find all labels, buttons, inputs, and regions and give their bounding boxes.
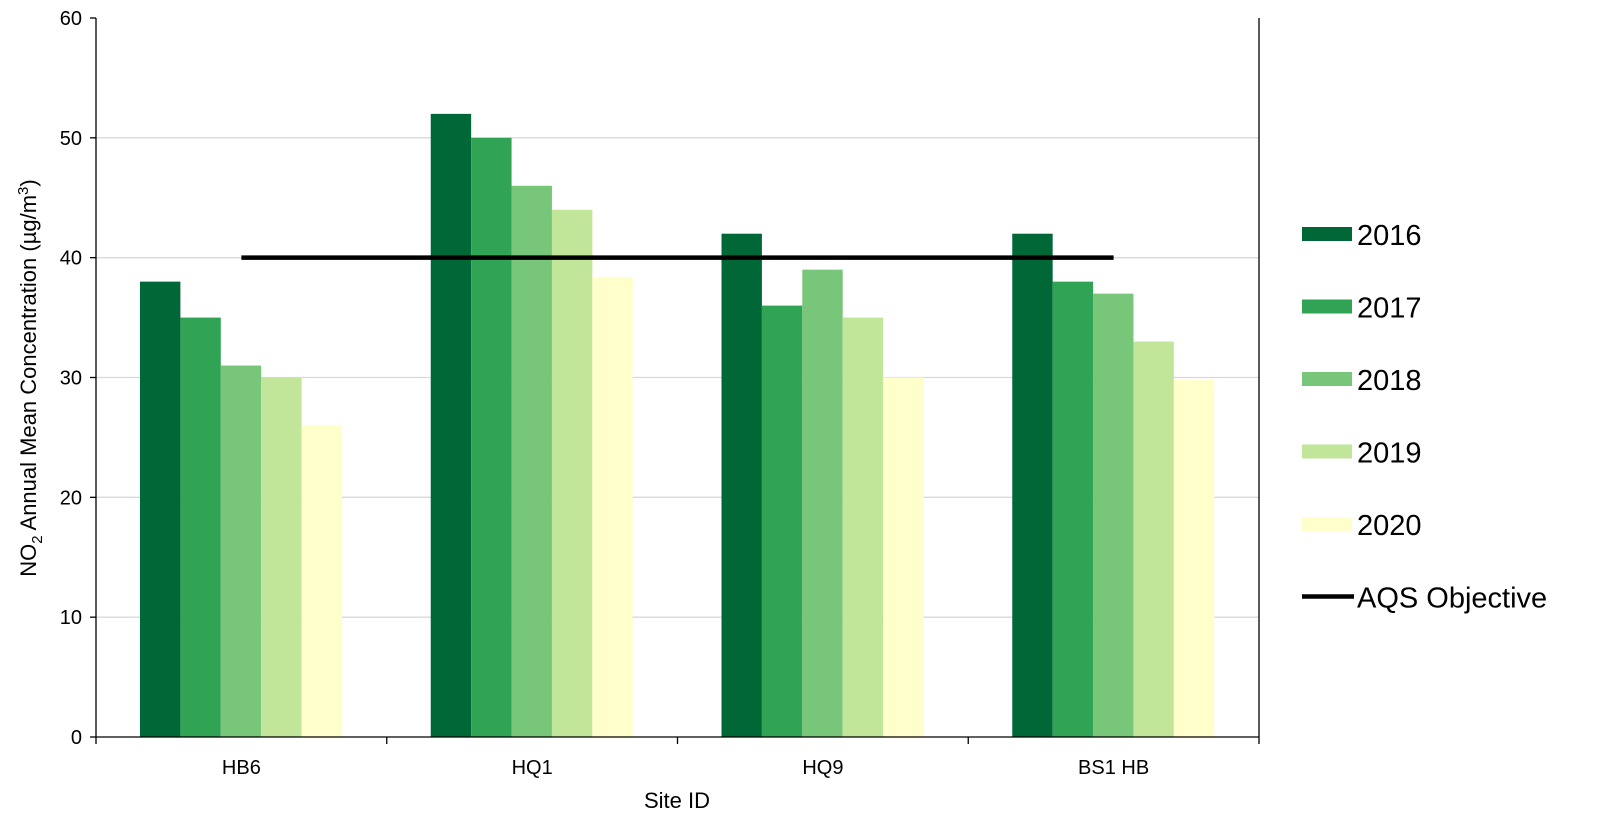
- x-tick-label: HQ9: [802, 757, 843, 779]
- y-tick-label: 30: [60, 368, 82, 390]
- legend-label: 2016: [1357, 220, 1422, 252]
- y-ticks: 0 10 20 30 40 50 60: [60, 8, 96, 749]
- bar: [592, 276, 633, 737]
- bar: [301, 425, 342, 737]
- bar: [761, 305, 803, 737]
- y-tick-label: 40: [60, 248, 82, 270]
- y-axis-title-part: Annual Mean Concentration (µg/m: [16, 195, 41, 535]
- legend-swatch: [1302, 372, 1352, 386]
- legend-swatch: [1302, 444, 1352, 459]
- bar: [1093, 293, 1134, 737]
- bar: [471, 137, 512, 738]
- x-ticks: HB6 HQ1 HQ9 BS1 HB: [95, 737, 1260, 779]
- bar: [842, 317, 884, 737]
- y-tick-label: 50: [60, 128, 82, 150]
- bar: [430, 113, 472, 737]
- legend-label: AQS Objective: [1357, 583, 1547, 615]
- bar: [180, 317, 221, 737]
- bar: [511, 185, 552, 737]
- y-tick-label: 0: [71, 727, 82, 749]
- x-tick-label: BS1 HB: [1078, 757, 1149, 779]
- bars: [140, 113, 1215, 738]
- bar: [1173, 379, 1215, 737]
- bar: [220, 365, 262, 737]
- legend-swatch: [1302, 299, 1352, 314]
- x-tick-label: HB6: [222, 757, 261, 779]
- legend-label: 2018: [1357, 365, 1422, 397]
- y-axis-title-part: NO: [16, 544, 41, 577]
- bar: [1012, 233, 1053, 737]
- bar: [1052, 281, 1094, 737]
- bar: [140, 281, 181, 737]
- x-tick-label: HQ1: [512, 757, 553, 779]
- legend-swatch: [1302, 517, 1352, 531]
- y-axis-title: NO2 Annual Mean Concentration (µg/m3): [15, 179, 46, 576]
- legend: 2016 2017 2018 2019 2020 AQS Objective: [1302, 220, 1547, 615]
- y-axis-title-part: ): [16, 179, 41, 186]
- bar: [721, 233, 762, 737]
- bar: [883, 377, 924, 737]
- x-axis-title: Site ID: [644, 788, 710, 813]
- legend-swatch: [1302, 227, 1352, 241]
- y-tick-label: 10: [60, 607, 82, 629]
- legend-label: 2017: [1357, 293, 1422, 325]
- legend-label: 2020: [1357, 510, 1422, 542]
- bar: [261, 377, 302, 737]
- y-axis-title-subscript: 2: [29, 535, 46, 543]
- y-tick-label: 60: [60, 8, 82, 30]
- bar: [802, 269, 843, 737]
- bar: [1133, 341, 1174, 737]
- y-axis-title-superscript: 3: [15, 187, 32, 195]
- y-tick-label: 20: [60, 487, 82, 509]
- legend-label: 2019: [1357, 438, 1422, 470]
- bar: [551, 209, 593, 737]
